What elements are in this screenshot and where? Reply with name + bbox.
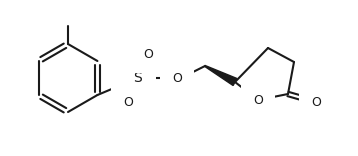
Text: O: O — [311, 95, 321, 109]
Text: S: S — [134, 71, 142, 85]
Text: O: O — [253, 93, 263, 107]
Polygon shape — [205, 66, 237, 85]
Text: O: O — [172, 71, 182, 85]
Text: O: O — [123, 95, 133, 109]
Text: O: O — [143, 47, 153, 61]
